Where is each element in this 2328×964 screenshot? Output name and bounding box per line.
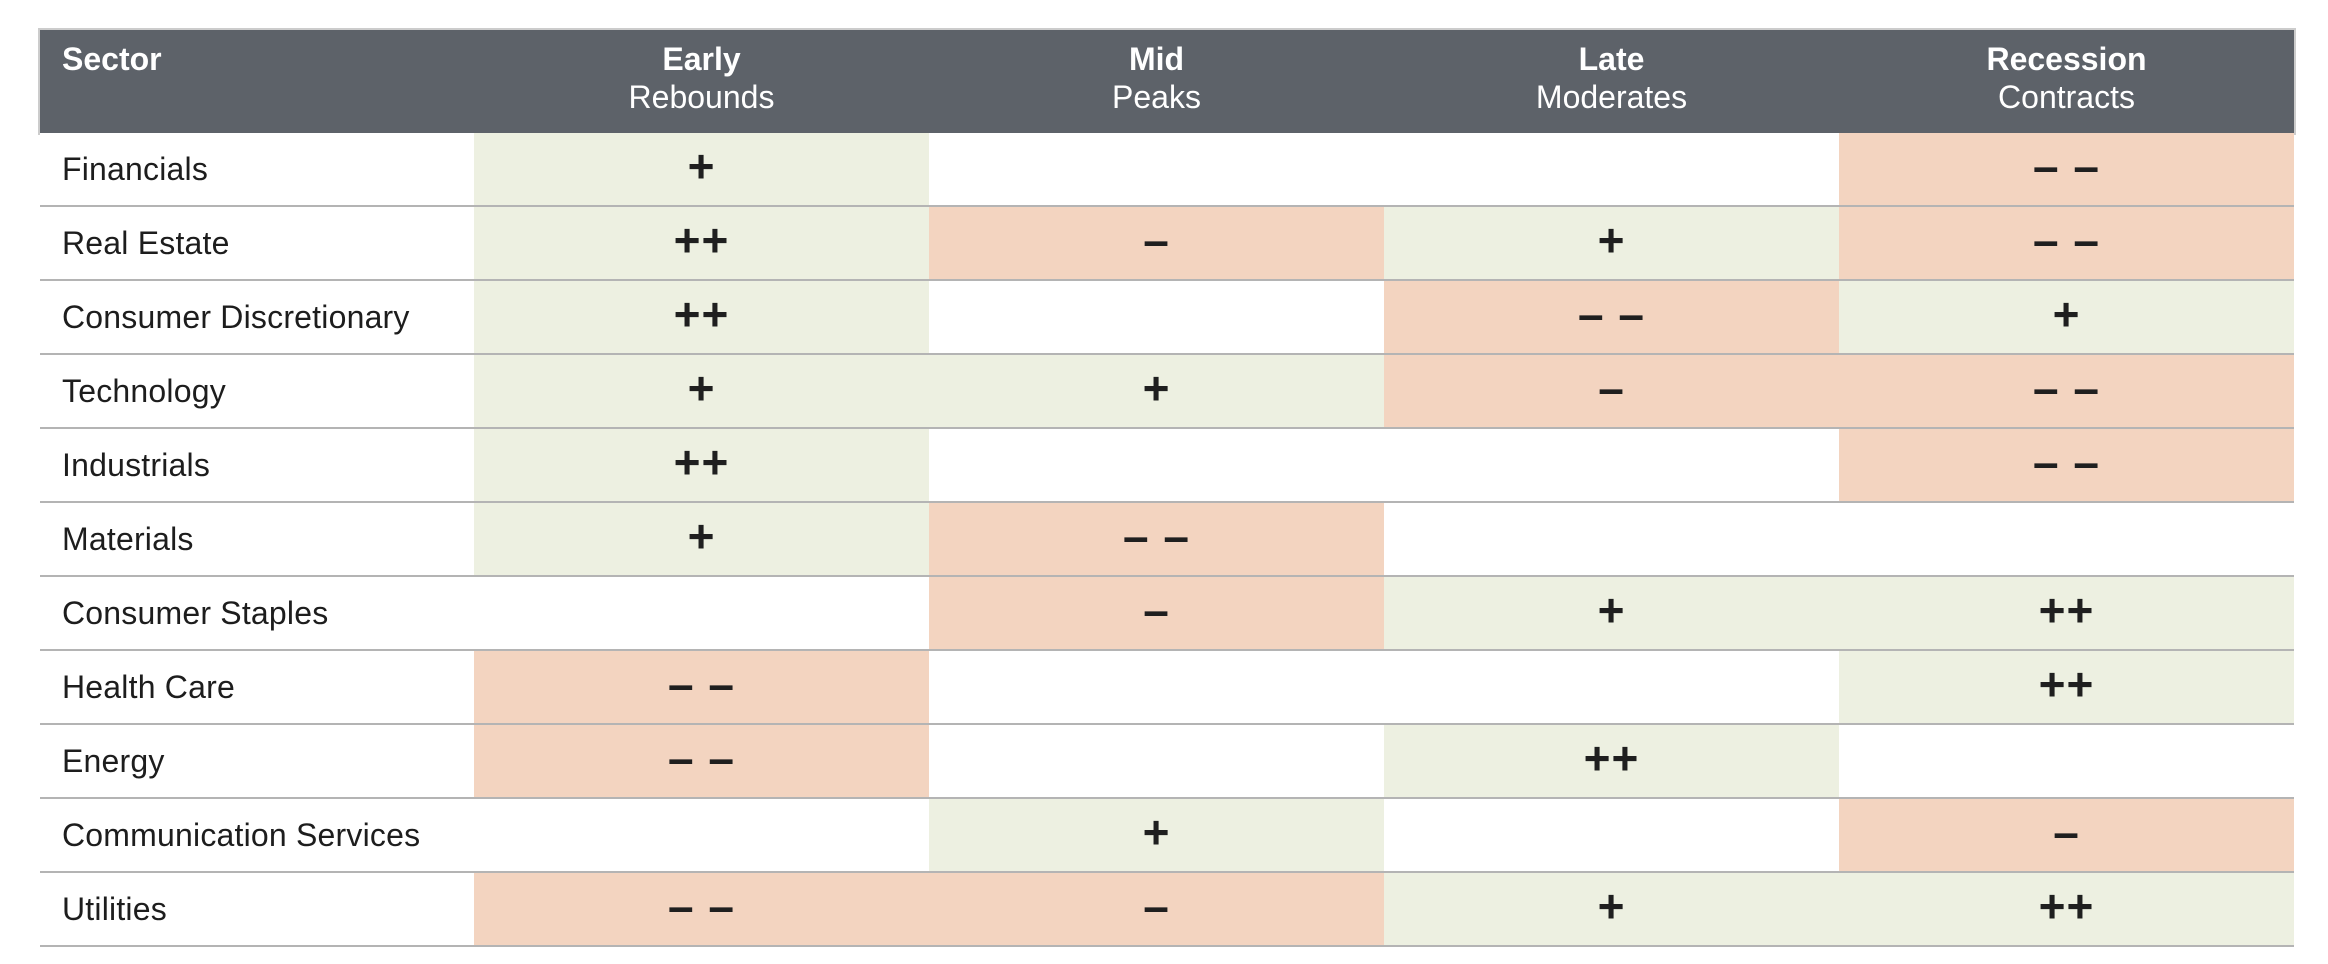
rating-cell-mid bbox=[929, 429, 1384, 501]
rating-cell-late bbox=[1384, 799, 1839, 871]
column-header-early: Early Rebounds bbox=[474, 30, 929, 133]
rating-cell-late: + bbox=[1384, 577, 1839, 649]
rating-cell-early: – – bbox=[474, 725, 929, 797]
rating-cell-early: – – bbox=[474, 651, 929, 723]
rating-cell-mid: + bbox=[929, 799, 1384, 871]
rating-cell-early: – – bbox=[474, 873, 929, 945]
table-row: Energy – – ++ bbox=[40, 725, 2294, 799]
column-header-recession-title: Recession bbox=[1986, 41, 2147, 77]
rating-cell-early: ++ bbox=[474, 281, 929, 353]
column-header-late: Late Moderates bbox=[1384, 30, 1839, 133]
sector-label: Industrials bbox=[62, 446, 211, 483]
column-header-mid: Mid Peaks bbox=[929, 30, 1384, 133]
table-header-row: Sector Early Rebounds Mid Peaks Late Mod… bbox=[40, 30, 2294, 133]
sector-cycle-table: Sector Early Rebounds Mid Peaks Late Mod… bbox=[40, 30, 2294, 947]
rating-cell-late bbox=[1384, 133, 1839, 205]
column-header-recession: Recession Contracts bbox=[1839, 30, 2294, 133]
rating-cell-mid bbox=[929, 651, 1384, 723]
rating-cell-recession: ++ bbox=[1839, 873, 2294, 945]
column-header-mid-subtitle: Peaks bbox=[1112, 79, 1201, 115]
rating-cell-recession: – – bbox=[1839, 355, 2294, 427]
sector-label: Utilities bbox=[62, 890, 167, 927]
rating-cell-recession: – – bbox=[1839, 207, 2294, 279]
rating-cell-late: + bbox=[1384, 207, 1839, 279]
rating-cell-recession: ++ bbox=[1839, 577, 2294, 649]
rating-cell-early: + bbox=[474, 133, 929, 205]
table-row: Consumer Staples – + ++ bbox=[40, 577, 2294, 651]
rating-cell-recession bbox=[1839, 725, 2294, 797]
rating-cell-early: ++ bbox=[474, 207, 929, 279]
rating-cell-late: + bbox=[1384, 873, 1839, 945]
rating-cell-early: + bbox=[474, 355, 929, 427]
rating-cell-recession: – – bbox=[1839, 429, 2294, 501]
table-row: Real Estate ++ – + – – bbox=[40, 207, 2294, 281]
sector-label: Consumer Staples bbox=[62, 594, 329, 631]
column-header-late-subtitle: Moderates bbox=[1535, 79, 1688, 115]
column-header-early-subtitle: Rebounds bbox=[628, 79, 775, 115]
rating-cell-recession: ++ bbox=[1839, 651, 2294, 723]
sector-label: Technology bbox=[62, 372, 226, 409]
column-header-early-title: Early bbox=[662, 41, 741, 77]
table-row: Industrials ++ – – bbox=[40, 429, 2294, 503]
table-row: Utilities – – – + ++ bbox=[40, 873, 2294, 947]
rating-cell-late bbox=[1384, 503, 1839, 575]
table-row: Technology + + – – – bbox=[40, 355, 2294, 429]
rating-cell-mid: – bbox=[929, 207, 1384, 279]
rating-cell-mid: – – bbox=[929, 503, 1384, 575]
rating-cell-recession: + bbox=[1839, 281, 2294, 353]
table-row: Materials + – – bbox=[40, 503, 2294, 577]
sector-label: Consumer Discretionary bbox=[62, 298, 410, 335]
rating-cell-mid bbox=[929, 281, 1384, 353]
column-header-sector: Sector bbox=[62, 41, 162, 77]
rating-cell-mid bbox=[929, 133, 1384, 205]
sector-label: Financials bbox=[62, 150, 209, 187]
rating-cell-late bbox=[1384, 651, 1839, 723]
table-row: Consumer Discretionary ++ – – + bbox=[40, 281, 2294, 355]
rating-cell-early bbox=[474, 799, 929, 871]
rating-cell-mid: – bbox=[929, 873, 1384, 945]
sector-label: Energy bbox=[62, 742, 165, 779]
rating-cell-recession: – – bbox=[1839, 133, 2294, 205]
rating-cell-mid: + bbox=[929, 355, 1384, 427]
rating-cell-late bbox=[1384, 429, 1839, 501]
column-header-late-title: Late bbox=[1578, 41, 1645, 77]
sector-label: Materials bbox=[62, 520, 194, 557]
table-body: Financials + – – Real Estate ++ – + – – Consumer… bbox=[40, 133, 2294, 947]
rating-cell-late: ++ bbox=[1384, 725, 1839, 797]
rating-cell-recession bbox=[1839, 503, 2294, 575]
sector-label: Real Estate bbox=[62, 224, 230, 261]
sector-label: Health Care bbox=[62, 668, 235, 705]
column-header-mid-title: Mid bbox=[1128, 41, 1185, 77]
table-row: Health Care – – ++ bbox=[40, 651, 2294, 725]
rating-cell-early: ++ bbox=[474, 429, 929, 501]
table-row: Communication Services + – bbox=[40, 799, 2294, 873]
rating-cell-early bbox=[474, 577, 929, 649]
rating-cell-late: – – bbox=[1384, 281, 1839, 353]
table-row: Financials + – – bbox=[40, 133, 2294, 207]
sector-label: Communication Services bbox=[62, 816, 421, 853]
rating-cell-late: – bbox=[1384, 355, 1839, 427]
rating-cell-mid bbox=[929, 725, 1384, 797]
rating-cell-recession: – bbox=[1839, 799, 2294, 871]
rating-cell-mid: – bbox=[929, 577, 1384, 649]
rating-cell-early: + bbox=[474, 503, 929, 575]
column-header-recession-subtitle: Contracts bbox=[1998, 79, 2135, 115]
